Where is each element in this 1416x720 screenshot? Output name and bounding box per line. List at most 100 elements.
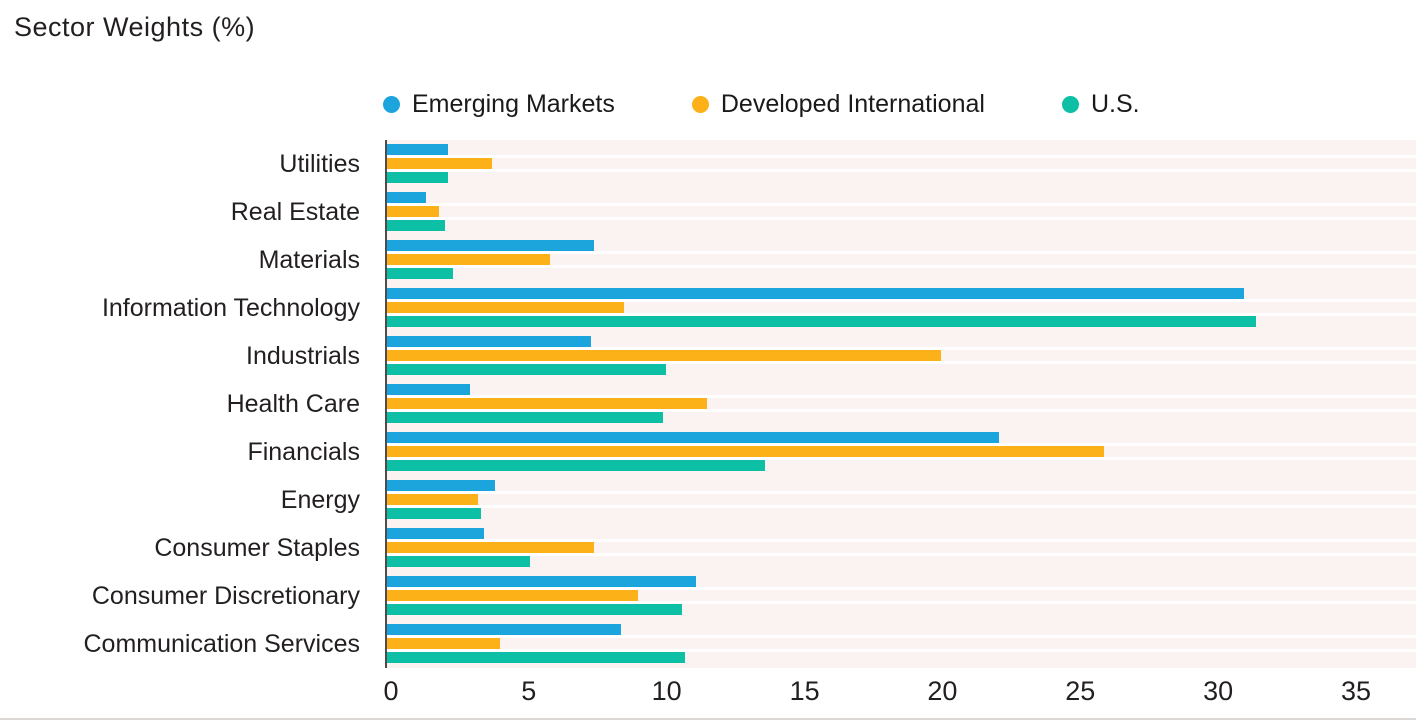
bar-emerging-markets-consumer-staples (387, 528, 484, 539)
bar-gap (387, 443, 1416, 446)
bar-emerging-markets-energy (387, 480, 495, 491)
x-tick-label-15: 15 (789, 676, 820, 706)
legend-label: Emerging Markets (412, 90, 615, 118)
bar-group-utilities (387, 140, 1416, 188)
bar-gap (387, 457, 1416, 460)
legend-item-developed-international: Developed International (691, 90, 985, 119)
bar-developed-international-consumer-discretionary (387, 590, 638, 601)
bottom-divider (0, 718, 1416, 720)
bar-gap (387, 313, 1416, 316)
bar-developed-international-consumer-staples (387, 542, 594, 553)
bar-group-information-technology (387, 284, 1416, 332)
category-label-utilities: Utilities (279, 149, 360, 178)
legend-label: Developed International (720, 90, 985, 118)
bar-gap (387, 409, 1416, 412)
bar-gap (387, 217, 1416, 220)
x-tick-label-0: 0 (383, 676, 399, 706)
category-label-industrials: Industrials (246, 341, 360, 370)
emerging-markets-dot-icon (383, 96, 400, 113)
us-dot-icon (1061, 96, 1079, 113)
bar-gap (387, 299, 1416, 302)
chart-title: Sector Weights (%) (14, 12, 256, 42)
category-label-financials: Financials (247, 437, 360, 466)
x-tick-label-30: 30 (1203, 676, 1234, 706)
legend-item-emerging-markets: Emerging Markets (383, 90, 615, 119)
category-label-materials: Materials (258, 245, 360, 274)
bar-developed-international-energy (387, 494, 478, 505)
category-label-communication-services: Communication Services (83, 629, 361, 658)
bar-u-s-industrials (387, 364, 666, 375)
bar-developed-international-communication-services (387, 638, 500, 649)
x-tick-label-10: 10 (651, 676, 682, 706)
bar-u-s-consumer-staples (387, 556, 531, 567)
plot-area (385, 140, 1416, 668)
bar-u-s-health-care (387, 412, 663, 423)
legend-label: U.S. (1090, 90, 1140, 118)
bar-developed-international-materials (387, 254, 550, 265)
category-label-information-technology: Information Technology (101, 293, 360, 322)
category-label-consumer-staples: Consumer Staples (154, 533, 360, 562)
bar-developed-international-utilities (387, 158, 492, 169)
bar-developed-international-health-care (387, 398, 707, 409)
bar-gap (387, 361, 1416, 364)
category-labels: Utilities Real Estate Materials Information… (0, 140, 385, 668)
bar-emerging-markets-industrials (387, 336, 591, 347)
bar-u-s-communication-services (387, 652, 685, 663)
bar-emerging-markets-consumer-discretionary (387, 576, 696, 587)
bar-group-real-estate (387, 188, 1416, 236)
bar-gap (387, 155, 1416, 158)
bar-gap (387, 251, 1416, 254)
bar-gap (387, 553, 1416, 556)
x-tick-label-20: 20 (927, 676, 958, 706)
x-axis: 0 5 10 15 20 25 30 35 (383, 668, 1416, 720)
legend-item-us: U.S. (1061, 90, 1140, 119)
bar-group-consumer-discretionary (387, 572, 1416, 620)
bar-gap (387, 635, 1416, 638)
bar-gap (387, 203, 1416, 206)
x-tick-label-35: 35 (1340, 676, 1372, 706)
bar-u-s-consumer-discretionary (387, 604, 682, 615)
bar-emerging-markets-real-estate (387, 192, 426, 203)
bar-chart: Utilities Real Estate Materials Information… (0, 140, 1416, 668)
bar-group-industrials (387, 332, 1416, 380)
legend: Emerging Markets Developed International… (383, 90, 1140, 119)
bar-gap (387, 649, 1416, 652)
bar-gap (387, 265, 1416, 268)
x-tick-label-25: 25 (1065, 676, 1096, 706)
bar-emerging-markets-information-technology (387, 288, 1245, 299)
bar-u-s-utilities (387, 172, 448, 183)
category-label-consumer-discretionary: Consumer Discretionary (91, 581, 360, 610)
category-label-health-care: Health Care (226, 389, 360, 418)
bar-emerging-markets-materials (387, 240, 594, 251)
bar-emerging-markets-health-care (387, 384, 470, 395)
category-label-real-estate: Real Estate (230, 197, 360, 226)
bar-gap (387, 505, 1416, 508)
bar-developed-international-industrials (387, 350, 942, 361)
bar-group-health-care (387, 380, 1416, 428)
bar-u-s-financials (387, 460, 765, 471)
bar-emerging-markets-utilities (387, 144, 448, 155)
bar-group-energy (387, 476, 1416, 524)
bar-developed-international-financials (387, 446, 1104, 457)
bar-u-s-materials (387, 268, 454, 279)
bar-u-s-real-estate (387, 220, 445, 231)
bar-emerging-markets-communication-services (387, 624, 622, 635)
bar-gap (387, 601, 1416, 604)
bar-gap (387, 539, 1416, 542)
category-label-energy: Energy (280, 485, 360, 514)
bar-gap (387, 395, 1416, 398)
bar-gap (387, 491, 1416, 494)
bar-emerging-markets-financials (387, 432, 1000, 443)
bar-u-s-energy (387, 508, 481, 519)
bar-u-s-information-technology (387, 316, 1256, 327)
developed-international-dot-icon (691, 96, 709, 113)
bar-group-financials (387, 428, 1416, 476)
bar-group-consumer-staples (387, 524, 1416, 572)
bar-developed-international-real-estate (387, 206, 440, 217)
bar-gap (387, 169, 1416, 172)
bar-gap (387, 587, 1416, 590)
bar-group-communication-services (387, 620, 1416, 668)
x-tick-label-5: 5 (521, 676, 537, 706)
bar-developed-international-information-technology (387, 302, 625, 313)
